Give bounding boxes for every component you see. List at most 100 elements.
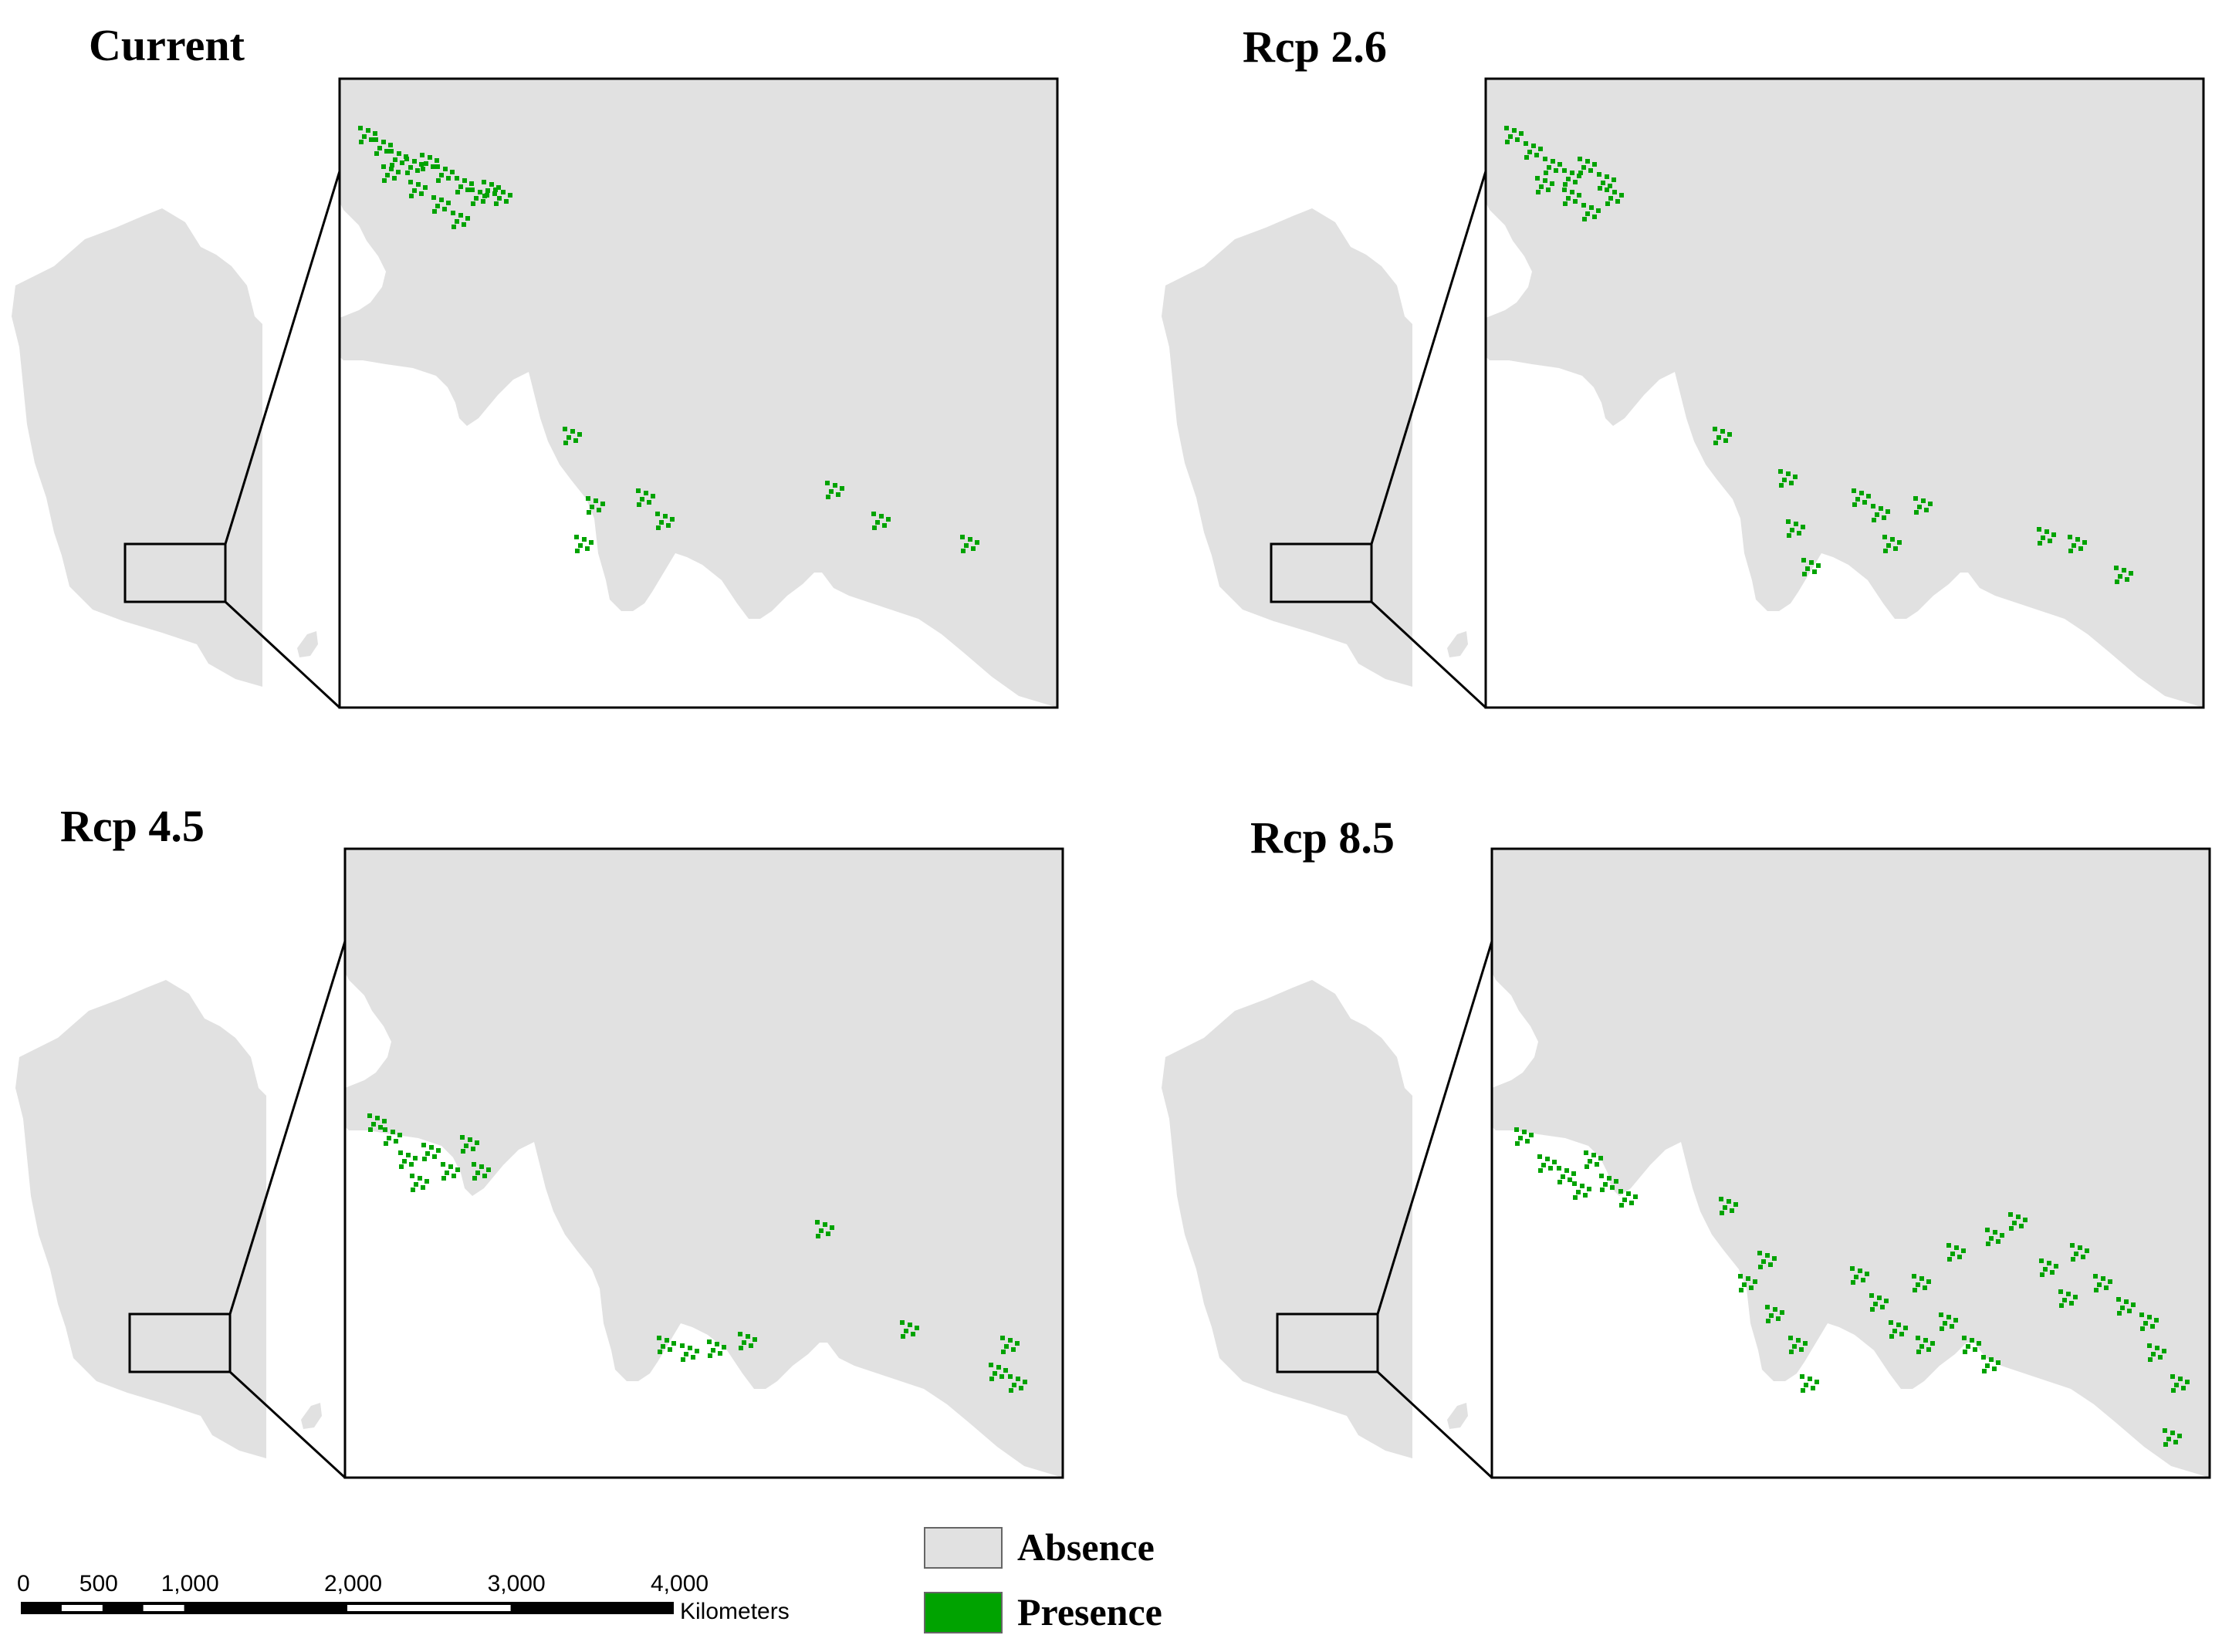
presence-patch [582, 537, 587, 542]
presence-patch [413, 1156, 418, 1160]
presence-patch [1583, 1193, 1588, 1198]
inset-frame [1490, 847, 2211, 1479]
presence-patch [2150, 1324, 2155, 1329]
presence-patch [1600, 1187, 1605, 1192]
presence-patch [458, 213, 463, 218]
presence-patch [2151, 1352, 2156, 1356]
presence-patch [1765, 1253, 1770, 1258]
presence-patch [375, 1116, 380, 1120]
presence-patch [1563, 182, 1568, 187]
presence-patch [1893, 546, 1898, 551]
presence-patch [1529, 1133, 1534, 1137]
presence-patch [358, 126, 363, 130]
presence-patch [408, 165, 413, 170]
zoom-connector-line [1370, 171, 1487, 545]
presence-patch [1897, 540, 1902, 545]
presence-patch [2114, 566, 2119, 570]
presence-patch [446, 176, 451, 181]
presence-patch [600, 502, 605, 506]
presence-patch [1592, 162, 1597, 167]
presence-patch [2073, 1295, 2078, 1299]
presence-patch [2009, 1226, 2014, 1231]
presence-patch [1538, 147, 1543, 151]
extent-box [1276, 1312, 1379, 1373]
presence-patch [1011, 1347, 1016, 1352]
presence-patch [402, 1159, 407, 1164]
presence-patch [1946, 1243, 1951, 1248]
presence-patch [1557, 162, 1562, 167]
presence-patch [2148, 1357, 2153, 1362]
presence-patch [1536, 190, 1541, 194]
presence-patch [1546, 187, 1551, 192]
presence-patch [1899, 1332, 1904, 1336]
legend-swatch [924, 1527, 1003, 1569]
presence-patch [1612, 190, 1617, 194]
presence-patch [1008, 1374, 1013, 1379]
presence-patch [1880, 1305, 1885, 1309]
presence-patch [1738, 1274, 1743, 1279]
presence-patch [1723, 438, 1728, 443]
presence-patch [2085, 1248, 2089, 1253]
presence-patch [1769, 1313, 1774, 1318]
presence-patch [1950, 1324, 1954, 1329]
presence-patch [1573, 199, 1578, 204]
presence-patch [1749, 1285, 1754, 1290]
presence-patch [1577, 174, 1581, 178]
presence-patch [742, 1340, 746, 1345]
presence-patch [1543, 157, 1547, 161]
panel-title: Rcp 8.5 [1250, 812, 1395, 863]
presence-patch [1008, 1338, 1013, 1343]
presence-patch [2068, 549, 2073, 553]
presence-patch [577, 432, 582, 437]
presence-patch [1996, 1239, 2000, 1244]
presence-patch [2012, 1221, 2017, 1225]
panel-title: Rcp 2.6 [1243, 22, 1387, 72]
presence-patch [1992, 1367, 1997, 1371]
presence-patch [1733, 1202, 1738, 1207]
presence-patch [2051, 532, 2056, 537]
presence-patch [1727, 1199, 1731, 1204]
presence-patch [474, 196, 479, 201]
presence-patch [1919, 1276, 1924, 1281]
presence-patch [1993, 1230, 1997, 1235]
presence-patch [1016, 1377, 1020, 1381]
presence-patch [468, 1137, 472, 1142]
presence-patch [2147, 1343, 2152, 1348]
presence-patch [738, 1332, 742, 1336]
presence-patch [432, 1154, 437, 1159]
presence-patch [2173, 1440, 2178, 1444]
presence-patch [2093, 1274, 2098, 1279]
presence-patch [833, 483, 837, 488]
overview-absence-area [1162, 980, 1412, 1458]
presence-patch [1943, 1321, 1947, 1326]
presence-patch [1989, 1357, 1994, 1362]
legend: Absence Presence [924, 1525, 1162, 1633]
presence-patch [1963, 1350, 1967, 1354]
presence-patch [1720, 1211, 1724, 1215]
presence-patch [2140, 1326, 2145, 1331]
presence-patch [1554, 168, 1558, 173]
presence-patch [2108, 1279, 2112, 1284]
presence-patch [1629, 1201, 1634, 1205]
presence-patch [494, 201, 499, 206]
presence-patch [492, 191, 497, 196]
presence-patch [656, 525, 661, 530]
island-area [1447, 631, 1468, 657]
presence-patch [1896, 1323, 1901, 1327]
presence-patch [1525, 1139, 1530, 1144]
presence-patch [2143, 1321, 2148, 1326]
presence-patch [2070, 1243, 2075, 1248]
presence-patch [1787, 533, 1791, 538]
presence-patch [964, 543, 969, 548]
legend-swatch [924, 1592, 1003, 1633]
presence-patch [1515, 1141, 1520, 1146]
scale-tick-label: 1,000 [161, 1571, 219, 1596]
presence-patch [1562, 187, 1567, 192]
presence-patch [2037, 527, 2041, 532]
presence-patch [2170, 1374, 2175, 1379]
presence-patch [1561, 1174, 1565, 1179]
presence-patch [570, 429, 575, 434]
scale-tick-label: 3,000 [488, 1571, 546, 1596]
presence-patch [1977, 1341, 1981, 1346]
presence-patch [412, 188, 417, 193]
